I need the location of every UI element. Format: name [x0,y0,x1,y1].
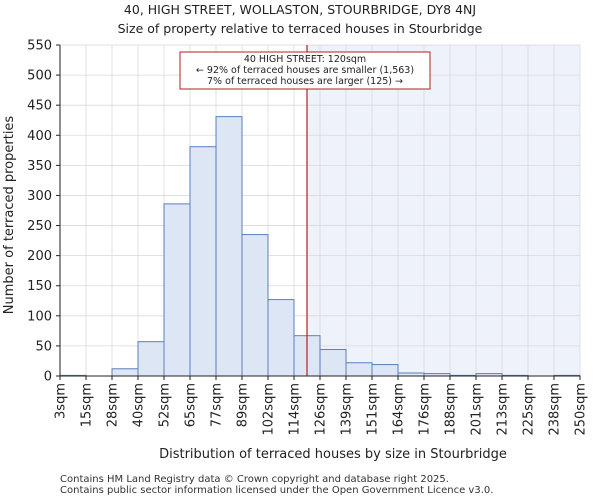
marker-annotation: 40 HIGH STREET: 120sqm ← 92% of terraced… [179,51,431,90]
x-axis-title: Distribution of terraced houses by size … [159,447,507,462]
annotation-line-3: 7% of terraced houses are larger (125) → [207,76,403,87]
y-axis-title: Number of terraced properties [2,116,17,315]
x-tick-label: 65sqm [184,383,199,427]
chart-title: 40, HIGH STREET, WOLLASTON, STOURBRIDGE,… [124,2,476,17]
bar [267,299,295,377]
bar [345,362,373,377]
bar [371,364,399,377]
x-tick-label: 250sqm [574,383,589,436]
y-tick-label: 200 [27,249,52,264]
bar [215,116,243,377]
x-tick-label: 176sqm [418,383,433,436]
y-tick-label: 300 [27,189,52,204]
bar [189,146,217,377]
footer-line-1: Contains HM Land Registry data © Crown c… [60,474,449,485]
x-tick-label: 89sqm [236,383,251,427]
annotation-line-2: ← 92% of terraced houses are smaller (1,… [196,65,414,76]
highlight-region [307,45,580,376]
y-tick-label: 50 [35,339,52,354]
x-tick-label: 201sqm [470,383,485,436]
y-tick-label: 100 [27,309,52,324]
annotation-box [179,51,431,90]
x-tick-label: 139sqm [340,383,355,436]
y-tick-label: 350 [27,159,52,174]
y-tick-label: 150 [27,279,52,294]
bar [163,203,191,377]
bar [319,349,347,377]
x-tick-label: 213sqm [496,383,511,436]
y-tick-label: 250 [27,219,52,234]
x-tick-label: 238sqm [548,383,563,436]
x-tick-label: 225sqm [522,383,537,436]
annotation-line-1: 40 HIGH STREET: 120sqm [244,54,366,65]
bar [241,234,269,377]
x-tick-label: 3sqm [54,383,69,419]
x-tick-label: 114sqm [288,383,303,436]
x-tick-label: 164sqm [392,383,407,436]
bar [137,341,165,377]
x-tick-label: 126sqm [314,383,329,436]
y-tick-label: 450 [27,99,52,114]
x-tick-label: 77sqm [210,383,225,427]
footer-line-2: Contains public sector information licen… [60,485,493,496]
bar [111,368,139,377]
x-tick-label: 40sqm [132,383,147,427]
x-tick-label: 151sqm [366,383,381,436]
y-tick-label: 400 [27,129,52,144]
x-tick-label: 52sqm [158,383,173,427]
x-tick-label: 15sqm [80,383,95,427]
chart-subtitle: Size of property relative to terraced ho… [118,21,483,36]
y-tick-label: 550 [27,39,52,54]
x-tick-label: 28sqm [106,383,121,427]
x-tick-label: 102sqm [262,383,277,436]
y-tick-label: 500 [27,69,52,84]
y-tick-label: 0 [44,370,52,385]
x-tick-label: 188sqm [444,383,459,436]
